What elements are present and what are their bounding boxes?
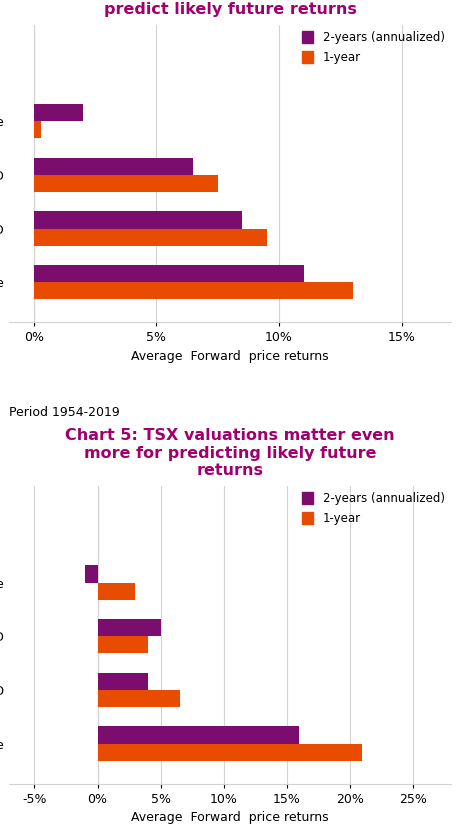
Bar: [97, 582, 135, 600]
Bar: [97, 743, 362, 761]
Title: Chart 5: TSX valuations matter even
more for predicting likely future
returns: Chart 5: TSX valuations matter even more…: [65, 428, 394, 478]
Bar: [34, 175, 217, 192]
Bar: [34, 211, 242, 229]
Bar: [34, 104, 83, 121]
Bar: [34, 121, 41, 139]
X-axis label: Average  Forward  price returns: Average Forward price returns: [131, 350, 328, 363]
Legend: 2-years (annualized), 1-year: 2-years (annualized), 1-year: [301, 492, 444, 526]
Bar: [34, 265, 303, 282]
Text: Period 1954-2019: Period 1954-2019: [9, 406, 120, 419]
Bar: [97, 690, 179, 707]
Bar: [34, 282, 352, 299]
Bar: [34, 229, 266, 246]
Title: Chart 4: S&P 500 valuations do help
predict likely future returns: Chart 4: S&P 500 valuations do help pred…: [66, 0, 393, 16]
Bar: [97, 636, 148, 653]
X-axis label: Average  Forward  price returns: Average Forward price returns: [131, 811, 328, 824]
Bar: [97, 672, 148, 690]
Bar: [97, 619, 160, 636]
Bar: [34, 158, 193, 175]
Legend: 2-years (annualized), 1-year: 2-years (annualized), 1-year: [301, 31, 444, 64]
Bar: [85, 565, 97, 582]
Bar: [97, 726, 299, 743]
